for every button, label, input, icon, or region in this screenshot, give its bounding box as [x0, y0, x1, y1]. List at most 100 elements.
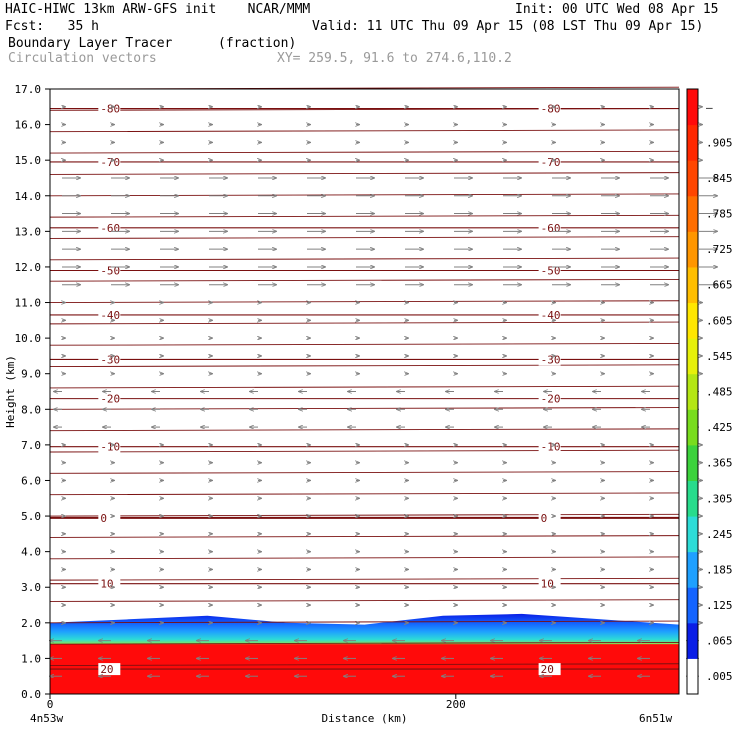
colorbar-swatch: [687, 551, 698, 588]
colorbar-swatch: [687, 622, 698, 659]
contour-label: 20: [100, 663, 113, 676]
theta-line: [49, 407, 680, 410]
colorbar-label: .245: [706, 528, 733, 541]
y-tick-label: 6.0: [21, 474, 41, 487]
theta-line: [49, 193, 680, 197]
theta-line: [49, 513, 680, 517]
y-tick-label: 10.0: [15, 332, 42, 345]
contour-label-bg: [98, 264, 121, 277]
x-tick-label: 200: [446, 698, 466, 711]
y-tick-label: 8.0: [21, 403, 41, 416]
valid-time: Valid: 11 UTC Thu 09 Apr 15 (08 LST Thu …: [312, 19, 704, 34]
contour-label-bg: [538, 663, 561, 676]
y-axis-label: Height (km): [4, 355, 17, 428]
contour-label: -80: [100, 103, 120, 116]
colorbar-label: .785: [706, 208, 733, 221]
theta-line: [49, 364, 680, 368]
contour-label: -40: [541, 309, 561, 322]
theta-line: [49, 663, 680, 666]
tracer-field: [50, 613, 679, 694]
theta-line: [49, 385, 680, 389]
field-name: Boundary Layer Tracer: [8, 36, 173, 51]
theta-line: [49, 172, 680, 175]
colorbar-swatch: [687, 160, 698, 197]
y-tick-label: 5.0: [21, 510, 41, 523]
y-tick-label: 7.0: [21, 439, 41, 452]
contour-label-bg: [98, 392, 121, 405]
contour-label: -10: [100, 441, 120, 454]
theta-line: [49, 449, 680, 453]
contour-label-bg: [98, 308, 121, 321]
y-tick-label: 2.0: [21, 617, 41, 630]
theta-line: [49, 150, 680, 154]
theta-line: [49, 620, 680, 624]
colorbar-label: .545: [706, 350, 733, 363]
contour-label: -60: [100, 222, 120, 235]
y-tick-label: 1.0: [21, 652, 41, 665]
colorbar-label: .305: [706, 492, 733, 505]
colorbar-swatch: [687, 516, 698, 553]
colorbar-label: .125: [706, 599, 733, 612]
contour-label-bg: [538, 221, 561, 234]
plot-frame: [49, 88, 680, 695]
contour-label: 20: [541, 663, 554, 676]
theta-line: [49, 236, 680, 239]
theta-line: [49, 321, 680, 325]
colorbar-swatch: [687, 89, 698, 126]
colorbar-swatch: [687, 338, 698, 375]
model-title: HAIC-HIWC 13km ARW-GFS init NCAR/MMM: [5, 2, 311, 17]
temperature-contours: -80 -80 -70 -70 -60 -60 -50 -50 -40 -40 -30 -30 -20 -…: [49, 86, 680, 676]
contour-label: -80: [541, 103, 561, 116]
contour-label: -30: [100, 353, 120, 366]
colorbar-swatch: [687, 266, 698, 304]
colorbar-swatch: [687, 302, 698, 339]
y-tick-label: 0.0: [21, 688, 41, 701]
colorbar-label: .365: [706, 457, 733, 470]
contour-label-bg: [538, 264, 561, 277]
theta-line: [49, 492, 680, 496]
xy-range: XY= 259.5, 91.6 to 274.6,110.2: [277, 51, 512, 66]
y-tick-label: 17.0: [15, 83, 42, 96]
contour-label: -20: [100, 393, 120, 406]
colorbar-swatch: [687, 231, 698, 268]
contour-label-bg: [98, 221, 121, 234]
theta-line: [49, 278, 680, 282]
theta-line: [49, 556, 680, 560]
contour-label: -50: [100, 265, 120, 278]
contour-label-bg: [98, 663, 121, 676]
colorbar-label: .065: [706, 635, 733, 648]
colorbar-swatch: [687, 195, 698, 232]
contour-label-bg: [538, 308, 561, 321]
colorbar-swatch: [687, 124, 698, 161]
y-tick-label: 16.0: [15, 119, 42, 132]
colorbar-swatch: [687, 480, 698, 517]
y-tick-label: 11.0: [15, 297, 42, 310]
theta-line: [49, 577, 680, 581]
y-tick-label: 15.0: [15, 154, 42, 167]
field-units: (fraction): [218, 36, 297, 51]
colorbar-label: .665: [706, 279, 733, 292]
y-tick-label: 12.0: [15, 261, 42, 274]
colorbar-swatch: [687, 658, 698, 695]
colorbar-label: .605: [706, 314, 733, 327]
forecast-hour: Fcst: 35 h: [5, 19, 99, 34]
init-time: Init: 00 UTC Wed 08 Apr 15: [515, 2, 719, 17]
y-axis: 0.0 1.0 2.0 3.0 4.0 5.0 6.0 7.0 8.0 9.0 10.0 11.0 12…: [15, 83, 50, 701]
y-tick-label: 13.0: [15, 225, 42, 238]
x-start-label: 4n53w: [30, 712, 63, 725]
contour-label: 10: [100, 578, 113, 591]
vector-label: Circulation vectors: [8, 51, 157, 66]
colorbar-label: .485: [706, 386, 733, 399]
colorbar-label: .725: [706, 243, 733, 256]
theta-line: [49, 641, 680, 645]
colorbar: .005 .065 .125 .185 .245 .305 .365 .425 .485 .545…: [686, 88, 733, 695]
theta-line: [49, 535, 680, 538]
colorbar-label: .005: [706, 670, 733, 683]
theta-line: [49, 428, 680, 432]
colorbar-label: .905: [706, 136, 733, 149]
colorbar-swatch: [687, 373, 698, 410]
colorbar-label: .845: [706, 172, 733, 185]
contour-label: 0: [100, 512, 107, 525]
contour-label: -70: [100, 156, 120, 169]
